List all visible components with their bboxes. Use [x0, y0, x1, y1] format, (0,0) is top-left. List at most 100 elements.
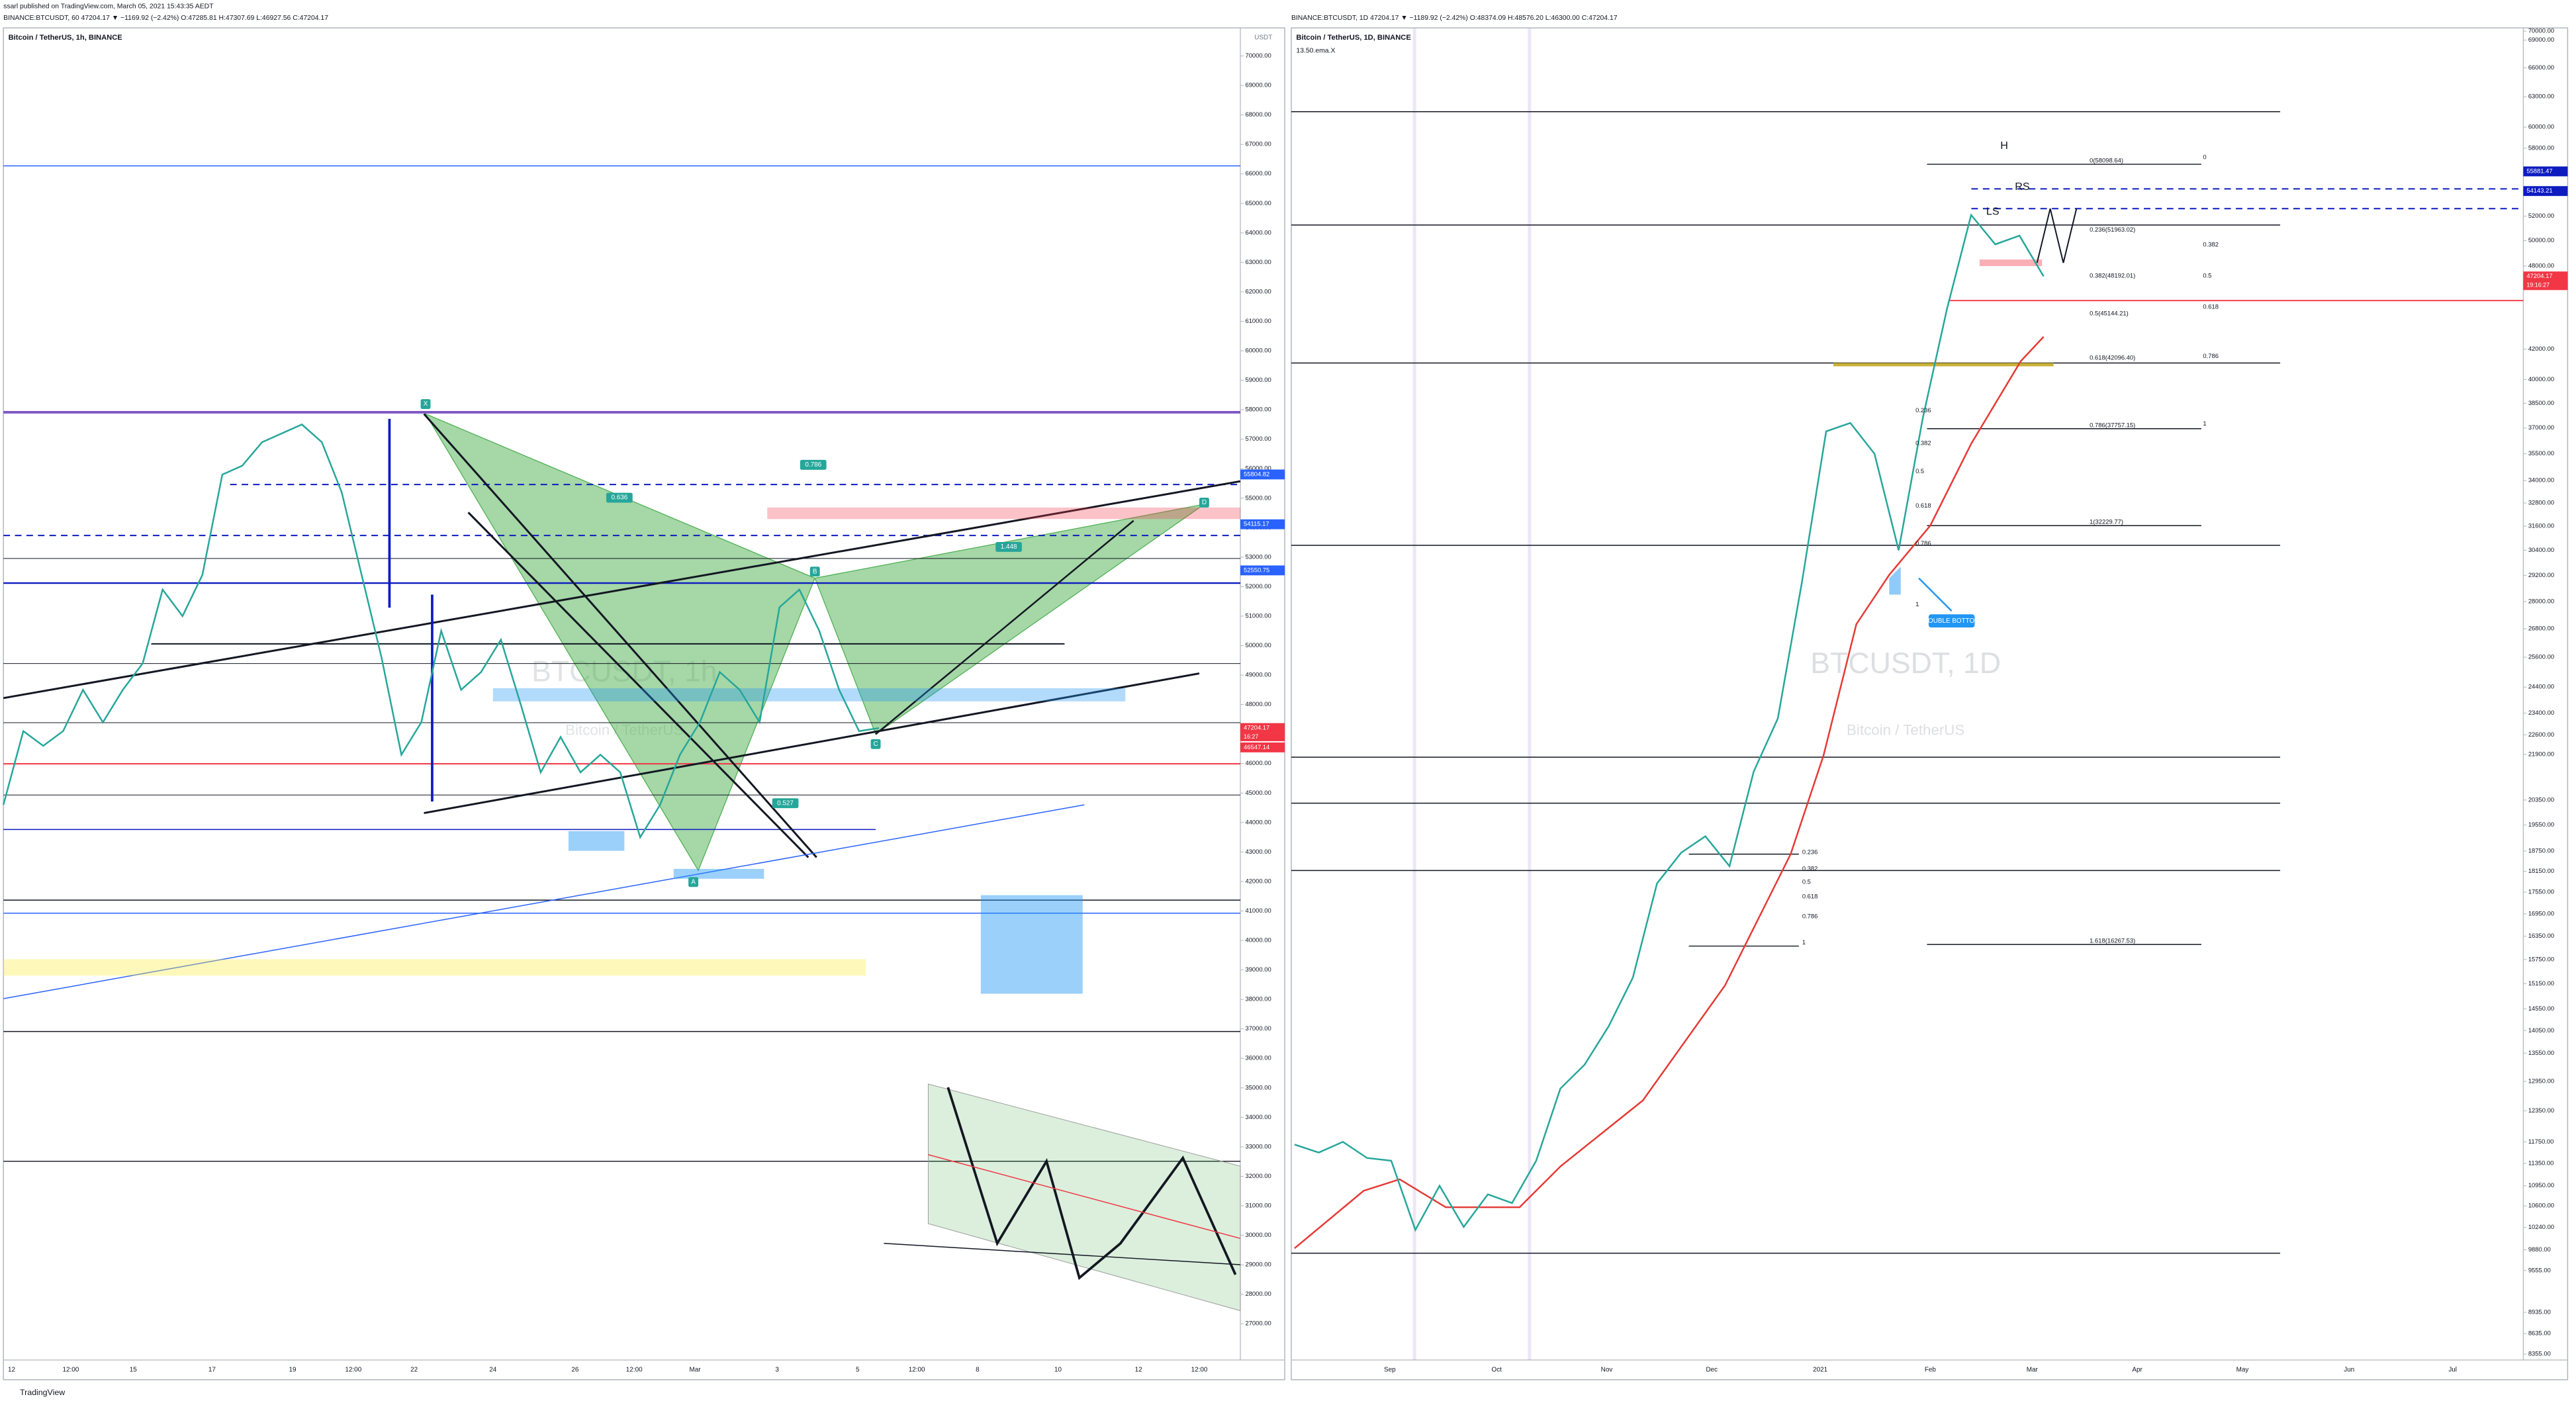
price-label-bg	[2523, 166, 2568, 177]
pattern-label: A	[691, 878, 696, 885]
trend-line	[423, 413, 817, 858]
y-tick-label: 49000.00	[1245, 671, 1271, 678]
y-tick-label: 52000.00	[1245, 582, 1271, 590]
y-tick-label: 50000.00	[1245, 641, 1271, 649]
y-tick-label: 29000.00	[1245, 1261, 1271, 1268]
pattern-label: RS	[2015, 181, 2030, 193]
fib-label: 0.236	[1915, 406, 1931, 414]
y-tick-label: 43000.00	[1245, 848, 1271, 855]
x-tick-label: 22	[410, 1367, 418, 1374]
fib-label: 0.382	[1802, 864, 1818, 872]
price-label-bg	[2523, 186, 2568, 197]
trend-line	[3, 804, 1085, 999]
y-tick-label: 29200.00	[2528, 571, 2554, 578]
fib-label: 0.236(51963.02)	[2090, 226, 2135, 233]
y-tick-label: 42000.00	[1245, 877, 1271, 884]
y-tick-label: 39000.00	[1245, 966, 1271, 973]
x-tick-label: 12:00	[345, 1367, 361, 1374]
zone	[492, 688, 1126, 702]
y-tick-label: 21900.00	[2528, 750, 2554, 757]
y-tick-label: 36000.00	[1245, 1054, 1271, 1062]
x-tick-label: 10	[1054, 1367, 1062, 1374]
y-tick-label: 8635.00	[2528, 1330, 2551, 1337]
pattern-badge	[1199, 498, 1209, 508]
brand: TradingView	[20, 1388, 65, 1397]
x-tick-label: Oct	[1491, 1367, 1502, 1374]
x-tick-label: Apr	[2132, 1367, 2142, 1374]
y-tick-label: 63000.00	[1245, 258, 1271, 265]
y-tick-label: 70000.00	[2528, 27, 2554, 34]
y-tick-label: 68000.00	[1245, 111, 1271, 118]
fib-label: 1.618(16267.53)	[2090, 937, 2135, 944]
fib-label: 1	[1802, 938, 1806, 946]
y-tick-label: 48000.00	[2528, 261, 2554, 269]
pattern-label: 0.636	[611, 494, 627, 502]
y-tick-label: 19550.00	[2528, 821, 2554, 828]
price-label: 47204.17	[1244, 724, 1269, 731]
x-tick-label: Jun	[2344, 1367, 2354, 1374]
x-tick-label: 26	[571, 1367, 579, 1374]
session-marker	[1528, 28, 1532, 1360]
y-tick-label: 37000.00	[1245, 1024, 1271, 1032]
y-tick-label: 37000.00	[2528, 424, 2554, 431]
y-tick-label: 38500.00	[2528, 399, 2554, 406]
y-tick-label: 34000.00	[1245, 1113, 1271, 1120]
watermark: BTCUSDT, 1D	[1810, 647, 2001, 680]
pattern-badge	[995, 542, 1022, 552]
price-label-bg	[1240, 469, 1285, 480]
x-tick-label: 12:00	[909, 1367, 925, 1374]
symbol-line: BINANCE:BTCUSDT, 60 47204.17 ▼ −1169.92 …	[3, 15, 328, 22]
session-marker	[1412, 28, 1416, 1360]
pattern-badge	[420, 399, 431, 409]
pattern-label: C	[873, 741, 878, 748]
x-tick-label: Feb	[1925, 1367, 1937, 1374]
sketch-path	[946, 1087, 1237, 1281]
fib-label: 0.618(42096.40)	[2090, 354, 2135, 361]
countdown: 19:16:27	[2526, 282, 2550, 289]
price-label-bg	[1240, 723, 1285, 733]
pattern-badge	[809, 567, 820, 577]
y-tick-label: 64000.00	[1245, 228, 1271, 236]
price-label-bg	[2523, 271, 2568, 282]
right-panel	[1291, 27, 2569, 1381]
y-tick-label: 33000.00	[1245, 1142, 1271, 1150]
y-tick-label: 28000.00	[1245, 1290, 1271, 1297]
x-tick-label: Dec	[1706, 1367, 1718, 1374]
zone	[3, 959, 866, 976]
y-tick-label: 12950.00	[2528, 1077, 2554, 1084]
fib-label: 1	[1915, 600, 1919, 608]
y-tick-label: 11350.00	[2528, 1159, 2554, 1166]
pattern-badge	[688, 877, 699, 887]
y-tick-label: 65000.00	[1245, 199, 1271, 206]
y-tick-label: 51000.00	[1245, 612, 1271, 619]
x-tick-label: Mar	[690, 1367, 702, 1374]
y-tick-label: 13550.00	[2528, 1049, 2554, 1056]
countdown-bg	[1240, 733, 1285, 741]
y-tick-label: 14550.00	[2528, 1005, 2554, 1012]
fib-label: 0.786	[2203, 352, 2219, 359]
channel	[927, 1083, 1241, 1312]
countdown-bg	[2523, 281, 2568, 290]
y-tick-label: 26800.00	[2528, 624, 2554, 631]
ema-line	[1294, 336, 2045, 1249]
x-tick-label: May	[2236, 1367, 2249, 1374]
y-tick-label: 25600.00	[2528, 653, 2554, 660]
fib-label: 0.618	[1802, 893, 1818, 900]
x-tick-label: 17	[208, 1367, 216, 1374]
y-tick-label: 17550.00	[2528, 888, 2554, 895]
left-drawings	[3, 165, 1241, 1312]
y-tick-label: 10950.00	[2528, 1181, 2554, 1189]
y-tick-label: 22600.00	[2528, 731, 2554, 738]
y-tick-label: 8935.00	[2528, 1308, 2551, 1315]
x-tick-label: 19	[289, 1367, 297, 1374]
y-tick-label: 42000.00	[2528, 345, 2554, 352]
zone	[1889, 567, 1901, 595]
harmonic-pattern	[814, 504, 1205, 735]
y-tick-label: 40000.00	[1245, 936, 1271, 944]
pattern-badge	[870, 739, 881, 749]
x-tick-label: 3	[775, 1367, 779, 1374]
x-tick-label: 12	[8, 1367, 16, 1374]
zone	[1979, 259, 2043, 267]
